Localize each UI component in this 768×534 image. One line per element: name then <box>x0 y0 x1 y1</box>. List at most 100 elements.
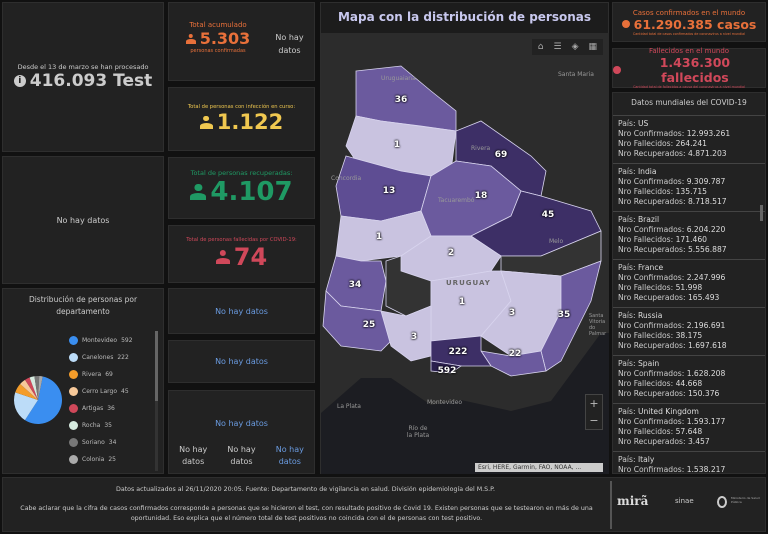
legend-item[interactable]: Colonia 25 <box>69 451 133 468</box>
legend-value: 222 <box>117 354 129 361</box>
msp-logo-text: Ministerio de Salud Pública <box>731 496 760 504</box>
no-data-text: No hay datos <box>215 306 268 316</box>
layers-icon[interactable]: ◈ <box>571 42 579 52</box>
place-label: Tacuarembó <box>438 197 475 204</box>
department-count: 36 <box>394 95 408 105</box>
world-cases-panel: Casos confirmados en el mundo 61.290.385… <box>612 2 766 42</box>
legend-item[interactable]: Cerro Largo 45 <box>69 383 133 400</box>
tests-value: 416.093 Test <box>29 71 153 91</box>
pie-legend: Montevideo 592 Canelones 222 Rivera 69 Cerr… <box>69 332 133 468</box>
world-list-panel: Datos mundiales del COVID-19 País: US Nr… <box>612 92 766 474</box>
home-icon[interactable]: ⌂ <box>537 42 544 52</box>
accum-subtitle: personas confirmadas <box>190 48 246 54</box>
pie-slice[interactable] <box>34 376 40 400</box>
legend-item[interactable]: Rivera 69 <box>69 366 133 383</box>
legend-label: Rivera <box>82 371 102 378</box>
country-item[interactable]: País: US Nro Confirmados: 12.993.261 Nro… <box>613 116 765 164</box>
department-count: 3 <box>508 308 516 318</box>
disclaimer: Cabe aclarar que la cifra de casos confi… <box>20 505 593 522</box>
place-label: La Plata <box>337 403 361 410</box>
legend-value: 36 <box>107 405 115 412</box>
update-note: Datos actualizados al 26/11/2020 20:05. … <box>116 486 495 493</box>
world-deaths-panel: Fallecidos en el mundo 1.436.300 falleci… <box>612 47 766 89</box>
world-deaths-title: Fallecidos en el mundo <box>648 47 730 55</box>
legend-value: 25 <box>108 456 116 463</box>
map-view[interactable]: Uruguaiana Santa Maria Rivera Concordia … <box>321 33 609 474</box>
legend-swatch <box>69 455 78 464</box>
legend-item[interactable]: Rocha 35 <box>69 417 133 434</box>
country-item[interactable]: País: Brazil Nro Confirmados: 6.204.220 … <box>613 212 765 260</box>
no-data-text: No hay <box>275 33 304 42</box>
world-list-title: Datos mundiales del COVID-19 <box>613 93 765 116</box>
pie-slice[interactable] <box>38 376 43 400</box>
recovered-title: Total de personas recuperadas: <box>190 169 293 177</box>
list-scrollbar[interactable] <box>760 113 763 473</box>
legend-label: Montevideo <box>82 337 118 344</box>
legend-value: 35 <box>104 422 112 429</box>
legend-label: Artigas <box>82 405 104 412</box>
mira-logo: mirã <box>617 494 649 508</box>
country-item[interactable]: País: United Kingdom Nro Confirmados: 1.… <box>613 404 765 452</box>
country-item[interactable]: País: Italy Nro Confirmados: 1.538.217 N… <box>613 452 765 473</box>
country-item[interactable]: País: France Nro Confirmados: 2.247.996 … <box>613 260 765 308</box>
tests-caption: Desde el 13 de marzo se han procesado <box>17 63 149 71</box>
department-shape[interactable] <box>540 260 602 372</box>
legend-item[interactable]: Soriano 34 <box>69 434 133 451</box>
person-icon <box>215 250 230 264</box>
no-data-text: No hay datos <box>215 357 268 366</box>
pie-slice[interactable] <box>20 379 38 400</box>
zoom-out-button[interactable]: − <box>589 414 599 427</box>
legend-swatch <box>69 336 78 345</box>
legend-scrollbar[interactable] <box>155 331 158 471</box>
department-count: 13 <box>382 186 396 196</box>
deaths-value: 74 <box>233 243 268 271</box>
legend-label: Colonia <box>82 456 105 463</box>
person-icon <box>185 34 196 44</box>
legend-swatch <box>69 404 78 413</box>
place-label: Montevideo <box>427 399 463 406</box>
sinae-logo: sinae <box>675 497 694 505</box>
world-deaths-subtitle: Cantidad total de fallecidos a causa del… <box>633 85 745 89</box>
pie-slice[interactable] <box>25 377 38 400</box>
basemap-gallery-icon[interactable]: ▦ <box>588 42 597 52</box>
country-item[interactable]: País: Spain Nro Confirmados: 1.628.208 N… <box>613 356 765 404</box>
place-label: Santa Vitoria do Palmar <box>589 313 607 337</box>
info-icon <box>621 20 630 28</box>
legend-value: 45 <box>121 388 129 395</box>
country-item[interactable]: País: India Nro Confirmados: 9.309.787 N… <box>613 164 765 212</box>
department-count: 1 <box>393 140 401 150</box>
map-toolbar: ⌂ ☰ ◈ ▦ <box>531 39 603 55</box>
legend-item[interactable]: Canelones 222 <box>69 349 133 366</box>
world-deaths-value: 1.436.300 fallecidos <box>659 55 731 85</box>
pie-slice[interactable] <box>29 376 38 400</box>
department-count: 18 <box>474 191 488 201</box>
legend-item[interactable]: Artigas 36 <box>69 400 133 417</box>
recovered-panel: Total de personas recuperadas: 4.107 <box>168 157 315 219</box>
legend-swatch <box>69 438 78 447</box>
legend-item[interactable]: Montevideo 592 <box>69 332 133 349</box>
deaths-panel: Total de personas fallecidas por COVID-1… <box>168 225 315 283</box>
pie-slice[interactable] <box>15 383 38 400</box>
pie-slice[interactable] <box>24 376 63 424</box>
recovered-value: 4.107 <box>210 177 293 207</box>
legend-label: Rocha <box>82 422 101 429</box>
msp-logo <box>717 496 727 508</box>
department-count: 25 <box>362 320 376 330</box>
department-count: 45 <box>541 210 555 220</box>
zoom-in-button[interactable]: + <box>589 397 599 410</box>
country-item[interactable]: País: Russia Nro Confirmados: 2.196.691 … <box>613 308 765 356</box>
legend-icon[interactable]: ☰ <box>553 42 562 52</box>
world-list[interactable]: País: US Nro Confirmados: 12.993.261 Nro… <box>613 116 765 473</box>
accum-value: 5.303 <box>199 29 251 48</box>
pie-slice[interactable] <box>14 392 39 421</box>
legend-value: 592 <box>121 337 133 344</box>
pie-title: Distribución de personas por departament… <box>28 295 138 316</box>
footer: Datos actualizados al 26/11/2020 20:05. … <box>2 477 766 532</box>
department-count: 69 <box>494 150 508 160</box>
department-count: 3 <box>410 332 418 342</box>
department-shape[interactable] <box>430 360 463 374</box>
no-data-panel: No hay datos <box>2 156 164 284</box>
legend-swatch <box>69 370 78 379</box>
no-data-text: No hay datos <box>179 445 208 466</box>
